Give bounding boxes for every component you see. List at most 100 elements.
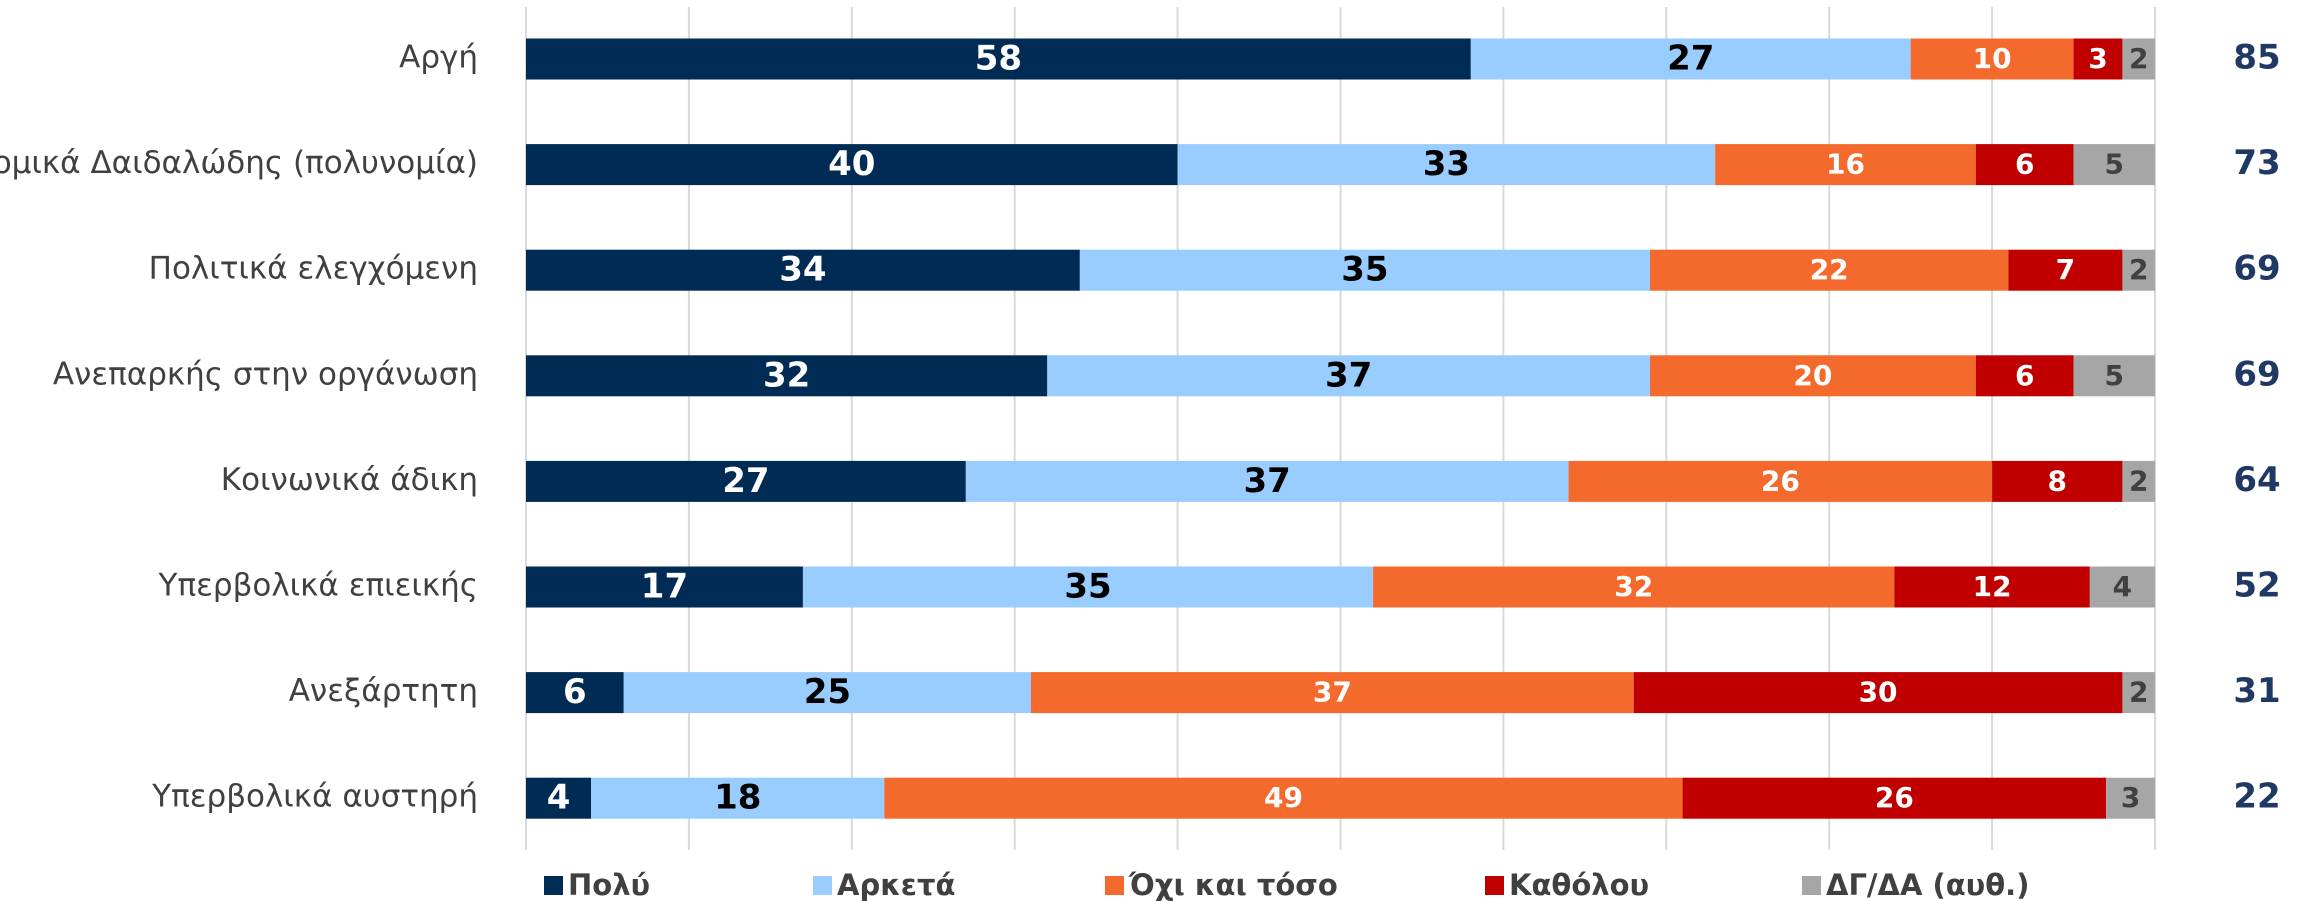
value-label: 2	[2129, 253, 2148, 286]
bar-segment	[1633, 672, 2123, 714]
bar-segment	[1177, 144, 1716, 186]
legend-label: Καθόλου	[1509, 868, 1649, 901]
total-label: 69	[2233, 354, 2280, 394]
value-label: 12	[1973, 570, 2012, 603]
value-label: 18	[714, 778, 761, 818]
value-label: 35	[1064, 567, 1111, 607]
total-label: 52	[2233, 566, 2280, 606]
value-label: 17	[641, 567, 688, 607]
value-label: 3	[2121, 781, 2140, 814]
legend-label: Πολύ	[568, 868, 650, 901]
bar-segment	[1470, 38, 1911, 80]
bar-segment	[526, 249, 1080, 291]
total-label: 69	[2233, 249, 2280, 289]
bar-segment	[1894, 566, 2090, 608]
bar-segment	[2073, 38, 2123, 80]
bar-segment	[526, 672, 624, 714]
legend-swatch	[1105, 876, 1124, 895]
legend-swatch	[1802, 876, 1821, 895]
value-label: 26	[1875, 781, 1914, 814]
bar-segment	[2073, 355, 2155, 397]
value-label: 2	[2129, 42, 2148, 75]
value-label: 49	[1264, 781, 1303, 814]
legend-label: Όχι και τόσο	[1128, 868, 1338, 901]
value-label: 6	[563, 672, 587, 712]
value-label: 32	[763, 355, 810, 395]
value-label: 3	[2088, 42, 2107, 75]
value-label: 32	[1614, 570, 1653, 603]
bar-segment	[526, 566, 803, 608]
bar-segment	[1975, 355, 2074, 397]
category-label: Αργή	[399, 40, 478, 76]
bar-segment	[526, 355, 1048, 397]
bar-segment	[1910, 38, 2074, 80]
value-label: 5	[2105, 359, 2124, 392]
value-label: 2	[2129, 676, 2148, 709]
bar-segment	[1682, 777, 2107, 819]
bar-segment	[884, 777, 1683, 819]
category-label: Πολιτικά ελεγχόμενη	[149, 251, 478, 287]
bar-segment	[1030, 672, 1634, 714]
bar-segment	[1650, 355, 1976, 397]
category-label: Υπερβολικά επιεικής	[158, 568, 478, 604]
legend-swatch	[813, 876, 832, 895]
total-label: 73	[2233, 143, 2280, 183]
value-label: 6	[2015, 148, 2034, 181]
value-label: 35	[1341, 250, 1388, 290]
bar-segment	[1650, 249, 2009, 291]
legend-swatch	[1485, 876, 1504, 895]
value-label: 27	[1667, 39, 1714, 79]
bar-segment	[2122, 672, 2155, 714]
value-label: 33	[1423, 144, 1470, 184]
bar-segment	[2073, 144, 2155, 186]
category-label: Κοινωνικά άδικη	[221, 462, 478, 498]
legend-swatch	[544, 876, 563, 895]
total-label: 22	[2233, 777, 2280, 817]
value-label: 34	[779, 250, 826, 290]
category-label: Ανεξάρτητη	[289, 673, 478, 709]
category-label: Νομικά Δαιδαλώδης (πολυνομία)	[0, 145, 478, 181]
value-label: 37	[1313, 676, 1352, 709]
value-label: 58	[975, 39, 1022, 79]
value-label: 4	[547, 778, 571, 818]
value-label: 26	[1761, 464, 1800, 497]
value-label: 37	[1244, 461, 1291, 501]
bar-segment	[2122, 249, 2155, 291]
category-label: Υπερβολικά αυστηρή	[151, 779, 478, 815]
category-label: Ανεπαρκής στην οργάνωση	[53, 356, 478, 392]
value-label: 22	[1810, 253, 1849, 286]
bar-segment	[526, 144, 1178, 186]
bar-segment	[802, 566, 1374, 608]
bar-segment	[591, 777, 885, 819]
bar-segment	[1715, 144, 1976, 186]
total-label: 31	[2233, 671, 2280, 711]
value-label: 10	[1973, 42, 2012, 75]
bar-segment	[526, 777, 592, 819]
value-label: 37	[1325, 355, 1372, 395]
value-label: 5	[2105, 148, 2124, 181]
value-label: 27	[722, 461, 769, 501]
bar-segment	[2089, 566, 2155, 608]
bar-segment	[2122, 460, 2155, 502]
value-label: 7	[2056, 253, 2075, 286]
bar-segment	[1079, 249, 1651, 291]
bar-segment	[2008, 249, 2123, 291]
bar-segment	[526, 460, 966, 502]
bar-segment	[2122, 38, 2155, 80]
total-label: 64	[2233, 460, 2280, 500]
bar-segment	[965, 460, 1569, 502]
bar-segment	[1975, 144, 2074, 186]
value-label: 30	[1859, 676, 1898, 709]
bar-segment	[1568, 460, 1993, 502]
value-label: 8	[2048, 464, 2067, 497]
value-label: 20	[1793, 359, 1832, 392]
value-label: 2	[2129, 464, 2148, 497]
total-label: 85	[2233, 38, 2280, 78]
legend-label: ΔΓ/ΔΑ (αυθ.)	[1826, 868, 2029, 901]
bar-segment	[526, 38, 1471, 80]
bar-segment	[1373, 566, 1895, 608]
bar-segment	[1992, 460, 2123, 502]
legend-label: Αρκετά	[837, 868, 955, 901]
bar-segment	[2106, 777, 2155, 819]
